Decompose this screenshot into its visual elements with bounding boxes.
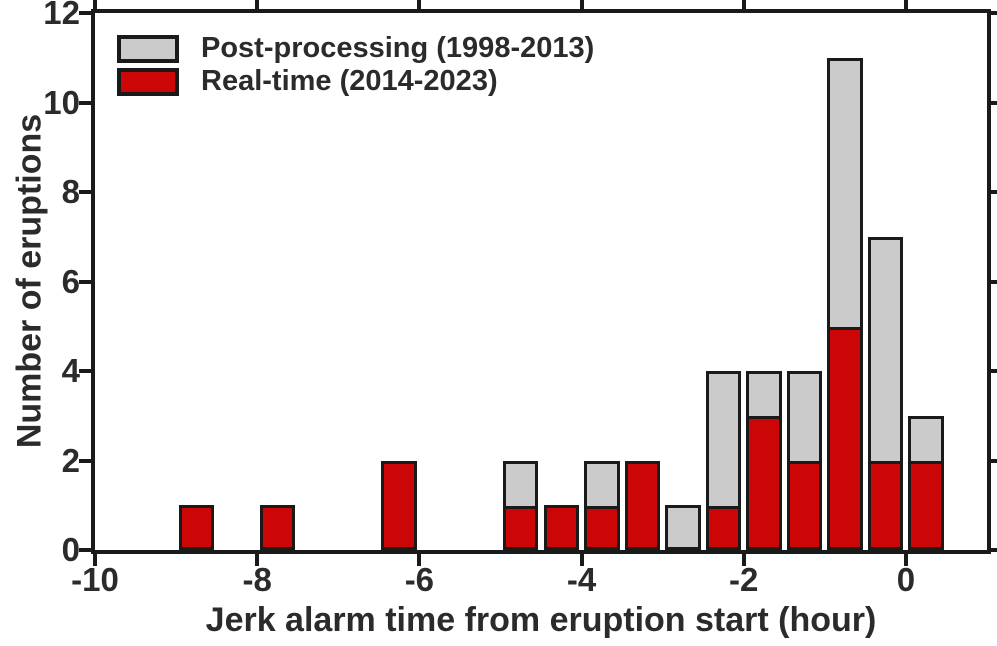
y-tick-left xyxy=(79,369,91,373)
bar-real-time-bin0 xyxy=(178,505,215,550)
x-tick-label: -4 xyxy=(566,561,597,598)
legend-label-real-time: Real-time (2014-2023) xyxy=(201,65,498,97)
y-tick-right xyxy=(991,100,997,105)
bar-real-time-bin2 xyxy=(381,460,417,550)
bar-real-time-bin5 xyxy=(584,505,620,550)
x-tick-top xyxy=(417,0,422,9)
x-tick-top xyxy=(579,0,584,9)
x-tick-bottom xyxy=(255,554,260,566)
legend-label-post-processing: Post-processing (1998-2013) xyxy=(201,32,595,64)
x-tick-bottom xyxy=(579,554,584,566)
bar-post-processing-bin10 xyxy=(786,371,823,464)
legend-swatch-post-processing xyxy=(117,35,179,63)
x-tick-bottom xyxy=(417,554,422,566)
bar-post-processing-bin13 xyxy=(908,415,944,464)
bar-post-processing-bin9 xyxy=(746,371,782,420)
x-axis-title: Jerk alarm time from eruption start (hou… xyxy=(205,601,877,639)
x-tick-label: -6 xyxy=(404,561,435,598)
y-tick-right xyxy=(991,190,997,194)
bar-real-time-bin9 xyxy=(746,415,782,550)
bar-real-time-bin4 xyxy=(543,505,580,550)
y-tick-label: 4 xyxy=(61,352,80,389)
x-tick-label: -2 xyxy=(729,561,759,598)
y-tick-right xyxy=(991,548,997,552)
x-tick-top xyxy=(903,0,908,9)
y-tick-label: 8 xyxy=(61,173,80,210)
legend-swatch-real-time xyxy=(117,68,179,96)
plot-axes-box xyxy=(91,9,991,554)
y-tick-label: 2 xyxy=(61,441,80,479)
x-tick-label: -8 xyxy=(242,561,272,598)
y-tick-right xyxy=(991,279,997,284)
bar-real-time-bin6 xyxy=(624,460,661,550)
y-tick-right xyxy=(991,458,997,463)
x-tick-label: 0 xyxy=(896,561,916,598)
y-tick-label: 10 xyxy=(43,83,80,121)
y-axis-title: Number of eruptions xyxy=(10,113,49,449)
x-tick-top xyxy=(741,0,746,9)
bar-post-processing-bin3 xyxy=(502,460,539,509)
x-tick-bottom xyxy=(93,554,97,566)
bar-post-processing-bin5 xyxy=(584,460,620,509)
bar-post-processing-bin11 xyxy=(827,57,863,330)
y-tick-left xyxy=(79,548,91,552)
y-tick-label: 0 xyxy=(61,531,80,568)
y-tick-left xyxy=(79,279,91,284)
bar-real-time-bin1 xyxy=(259,505,296,550)
bar-real-time-bin3 xyxy=(502,505,539,550)
y-tick-left xyxy=(79,458,91,463)
y-tick-left xyxy=(79,100,91,105)
x-tick-label: -10 xyxy=(71,561,119,598)
x-tick-bottom xyxy=(741,554,746,566)
y-tick-left xyxy=(79,11,91,15)
bar-post-processing-bin7 xyxy=(665,505,701,550)
bar-real-time-bin11 xyxy=(827,326,863,550)
y-tick-label: 12 xyxy=(43,0,80,31)
x-tick-top xyxy=(93,0,97,9)
x-tick-bottom xyxy=(903,554,908,566)
y-tick-right xyxy=(991,11,997,15)
y-tick-label: 6 xyxy=(61,262,80,300)
bar-post-processing-bin8 xyxy=(705,371,742,509)
y-tick-left xyxy=(79,190,91,194)
bar-real-time-bin8 xyxy=(705,505,742,550)
bar-real-time-bin10 xyxy=(786,460,823,550)
bar-real-time-bin13 xyxy=(908,460,944,550)
bar-post-processing-bin12 xyxy=(867,236,904,464)
y-tick-right xyxy=(991,369,997,373)
x-tick-top xyxy=(255,0,260,9)
bar-real-time-bin12 xyxy=(867,460,904,550)
